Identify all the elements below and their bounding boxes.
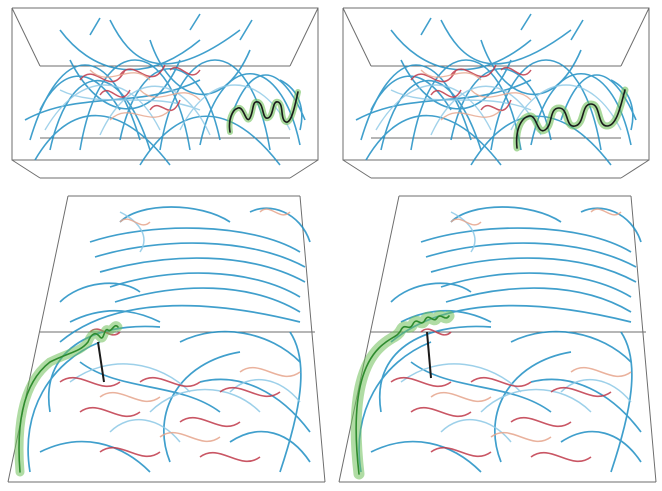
highlighted-streamline (350, 310, 455, 480)
lightblue-streamlines (400, 211, 632, 443)
bounding-box (338, 195, 657, 483)
salmon-streamlines (89, 69, 201, 121)
streamline-panel-bottom-left (0, 182, 331, 491)
blue-streamlines (355, 13, 637, 166)
salmon-streamlines (420, 69, 532, 121)
red-streamlines (410, 64, 532, 112)
lightblue-streamlines (44, 84, 291, 136)
streamline-figure-top-left (11, 7, 319, 179)
streamline-panel-top-right (331, 0, 662, 182)
bounding-box (7, 195, 326, 483)
highlighted-streamline (226, 89, 301, 135)
red-streamlines (59, 328, 281, 463)
red-streamlines (390, 328, 612, 463)
lightblue-streamlines (69, 211, 301, 443)
blue-streamlines (27, 206, 311, 473)
streamline-panel-top-left (0, 0, 331, 182)
salmon-streamlines (99, 208, 301, 443)
salmon-streamlines (430, 208, 632, 443)
streamline-panel-bottom-right (331, 182, 662, 491)
highlighted-streamline (14, 321, 123, 477)
blue-streamlines (24, 13, 306, 166)
streamline-figure-bottom-left (7, 195, 326, 483)
streamline-figure-top-right (342, 7, 650, 179)
highlighted-streamline (513, 86, 629, 152)
streamline-figure-bottom-right (338, 195, 657, 483)
red-streamlines (79, 64, 201, 112)
